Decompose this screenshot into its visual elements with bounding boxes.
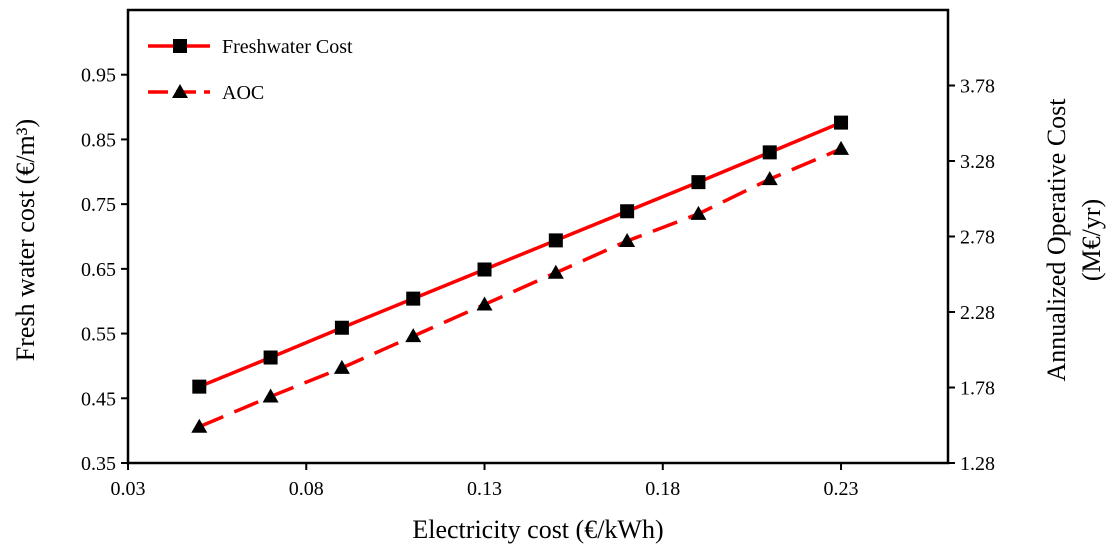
y2-tick-label: 3.28 [960, 151, 995, 173]
data-point-freshwater-cost [192, 380, 206, 394]
data-point-freshwater-cost [406, 292, 420, 306]
x-tick-label: 0.18 [645, 478, 680, 500]
series-line-freshwater-cost [199, 123, 841, 387]
y-tick-label: 0.85 [81, 129, 116, 151]
data-point-freshwater-cost [335, 321, 349, 335]
y2-tick-label: 2.78 [960, 227, 995, 249]
data-point-freshwater-cost [478, 263, 492, 277]
data-point-freshwater-cost [763, 145, 777, 159]
x-axis-title: Electricity cost (€/kWh) [412, 515, 663, 544]
legend-marker-freshwater-cost [173, 39, 187, 53]
series-layer [191, 116, 849, 433]
y-tick-label: 0.55 [81, 324, 116, 346]
y-tick-label: 0.75 [81, 194, 116, 216]
legend-label-aoc: AOC [222, 82, 264, 104]
plot-frame [128, 10, 948, 463]
data-point-freshwater-cost [691, 175, 705, 189]
y-tick-label: 0.65 [81, 259, 116, 281]
y2-tick-label: 3.78 [960, 76, 995, 98]
data-point-freshwater-cost [264, 351, 278, 365]
y-tick-label: 0.45 [81, 388, 116, 410]
data-point-freshwater-cost [834, 116, 848, 130]
legend: Freshwater Cost AOC [148, 36, 353, 104]
series-line-aoc [199, 149, 841, 427]
x-tick-label: 0.08 [289, 478, 324, 500]
legend-label-freshwater-cost: Freshwater Cost [222, 36, 353, 58]
y-tick-label: 0.95 [81, 65, 116, 87]
x-axis: 0.03 0.08 0.13 0.18 0.23 [111, 463, 859, 500]
y2-tick-label: 1.78 [960, 378, 995, 400]
y2-tick-label: 2.28 [960, 302, 995, 324]
x-tick-label: 0.23 [824, 478, 859, 500]
y-axis-right: 1.28 1.78 2.28 2.78 3.28 3.78 [948, 76, 995, 476]
y-tick-label: 0.35 [81, 453, 116, 475]
data-point-aoc [833, 141, 849, 155]
data-point-freshwater-cost [620, 204, 634, 218]
y2-axis-title-line-2: (M€/yr) [1077, 199, 1106, 281]
x-tick-label: 0.03 [111, 478, 146, 500]
y2-tick-label: 1.28 [960, 453, 995, 475]
y-axis-left: 0.35 0.45 0.55 0.65 0.75 0.85 0.95 [81, 65, 128, 475]
y2-axis-title-line-1: Annualized Operative Cost [1042, 98, 1071, 382]
data-point-freshwater-cost [549, 233, 563, 247]
y-axis-title: Fresh water cost (€/m³) [11, 119, 40, 361]
x-tick-label: 0.13 [467, 478, 502, 500]
